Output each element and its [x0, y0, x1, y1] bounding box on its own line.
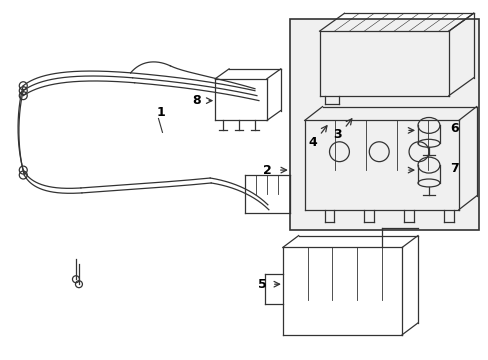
Text: 4: 4: [307, 136, 316, 149]
Text: 3: 3: [332, 128, 341, 141]
Text: 7: 7: [449, 162, 458, 175]
Text: 5: 5: [257, 278, 266, 291]
Text: 1: 1: [156, 106, 164, 119]
Bar: [289, 19, 478, 230]
Text: 6: 6: [449, 122, 458, 135]
Text: 8: 8: [192, 94, 200, 107]
Text: 2: 2: [263, 163, 272, 176]
